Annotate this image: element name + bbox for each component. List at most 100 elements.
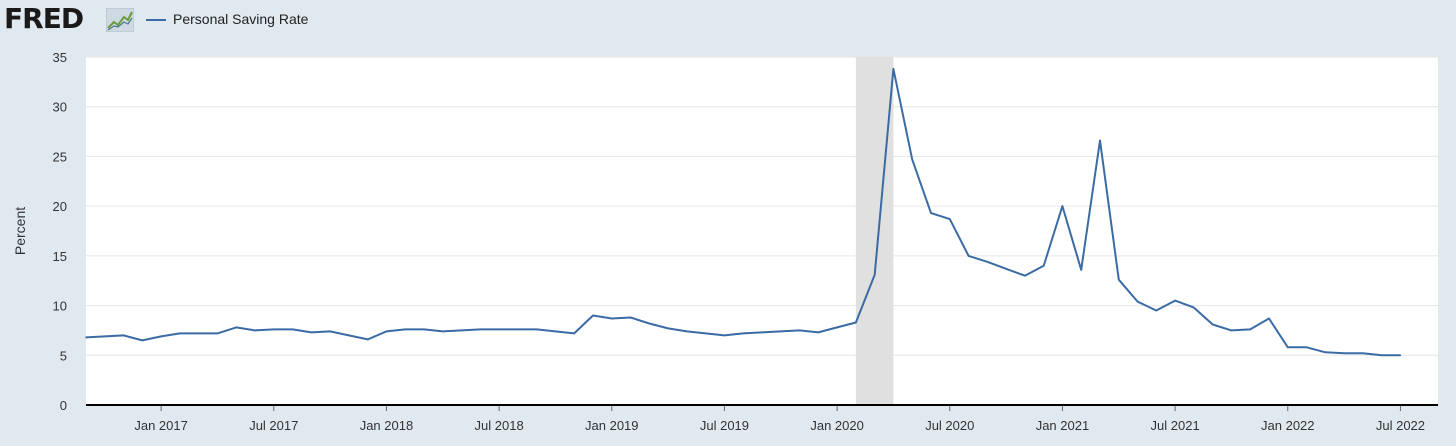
x-tick-label: Jan 2021 (1036, 418, 1090, 433)
data-point (611, 317, 613, 320)
data-point (366, 338, 369, 341)
data-point (1211, 323, 1214, 326)
data-point (1249, 328, 1251, 331)
data-point (817, 331, 820, 334)
data-point (1305, 346, 1308, 349)
data-point (1099, 139, 1101, 142)
data-point (254, 329, 256, 332)
x-tick-label: Jan 2019 (585, 418, 639, 433)
data-point (1343, 352, 1345, 355)
x-axis-ticks: Jan 2017 Jul 2017 Jan 2018 Jul 2018 Jan 2019… (134, 405, 1425, 433)
data-point (460, 329, 463, 332)
data-point (1174, 299, 1176, 302)
x-tick-label: Jan 2018 (360, 418, 414, 433)
data-point (216, 332, 219, 335)
data-point (404, 328, 407, 331)
data-point (855, 321, 857, 324)
y-tick-label: 10 (53, 299, 67, 314)
plot-area (86, 57, 1438, 405)
data-point (1324, 351, 1327, 354)
data-point (1061, 205, 1064, 207)
data-point (592, 314, 594, 317)
data-point (930, 212, 932, 214)
data-point (949, 218, 951, 220)
x-tick-label: Jan 2022 (1261, 418, 1315, 433)
x-tick-label: Jul 2019 (700, 418, 749, 433)
data-point (1118, 278, 1120, 281)
data-point (1155, 309, 1158, 312)
data-point (235, 326, 237, 329)
y-tick-label: 20 (53, 199, 67, 214)
data-point (723, 334, 726, 337)
data-point (911, 158, 913, 161)
x-tick-label: Jul 2017 (249, 418, 298, 433)
y-tick-label: 35 (53, 50, 67, 65)
data-point (1042, 265, 1045, 267)
data-point (1193, 306, 1195, 309)
data-point (1136, 300, 1139, 303)
y-tick-label: 30 (53, 100, 67, 115)
data-point (1024, 274, 1026, 277)
data-point (197, 332, 200, 335)
y-axis-label: Percent (12, 207, 28, 255)
data-point (85, 336, 87, 339)
data-point (761, 331, 763, 334)
y-tick-label: 0 (60, 398, 67, 413)
data-point (686, 330, 688, 333)
data-point (648, 322, 651, 325)
x-tick-label: Jul 2022 (1376, 418, 1425, 433)
data-point (1362, 352, 1364, 355)
x-tick-label: Jan 2017 (134, 418, 188, 433)
x-tick-label: Jul 2021 (1151, 418, 1200, 433)
data-point (385, 330, 388, 333)
data-point (423, 328, 425, 331)
data-point (1380, 354, 1383, 357)
data-point (479, 328, 482, 331)
data-point (329, 330, 331, 333)
recession-shading (855, 57, 894, 405)
data-point (1080, 269, 1082, 271)
data-point (517, 328, 519, 331)
data-point (1005, 268, 1007, 270)
data-point (291, 328, 294, 331)
data-point (535, 328, 538, 331)
data-point (1268, 317, 1270, 320)
data-point (629, 316, 632, 319)
gridlines (86, 56, 1438, 356)
data-point (573, 332, 575, 335)
data-point (273, 328, 275, 331)
legend-label[interactable]: Personal Saving Rate (173, 11, 309, 27)
y-tick-label: 15 (53, 249, 67, 264)
data-point (442, 330, 444, 333)
data-point (141, 339, 144, 342)
data-point (836, 326, 838, 329)
data-point (348, 334, 350, 337)
data-point (122, 334, 125, 337)
y-tick-label: 5 (60, 348, 67, 363)
data-point (310, 331, 313, 334)
x-tick-label: Jul 2020 (925, 418, 974, 433)
data-point (986, 261, 989, 263)
chart-header: FRED Personal Saving Rate (0, 0, 1456, 44)
data-point (798, 329, 801, 332)
fred-logo[interactable]: FRED (4, 2, 84, 35)
x-tick-label: Jul 2018 (475, 418, 524, 433)
data-points (85, 68, 1402, 357)
line-chart-icon (106, 8, 134, 32)
data-point (742, 332, 744, 335)
recession-band (855, 57, 894, 405)
data-point (554, 330, 557, 333)
y-tick-label: 25 (53, 149, 67, 164)
data-point (104, 335, 106, 338)
data-point (704, 332, 707, 335)
data-point (967, 255, 970, 257)
data-point (498, 328, 500, 331)
data-point (873, 273, 876, 276)
data-point (1287, 346, 1289, 349)
data-point (780, 330, 782, 333)
data-point (1230, 329, 1233, 332)
data-point (179, 332, 181, 335)
data-point (160, 335, 162, 338)
data-point (667, 327, 669, 330)
